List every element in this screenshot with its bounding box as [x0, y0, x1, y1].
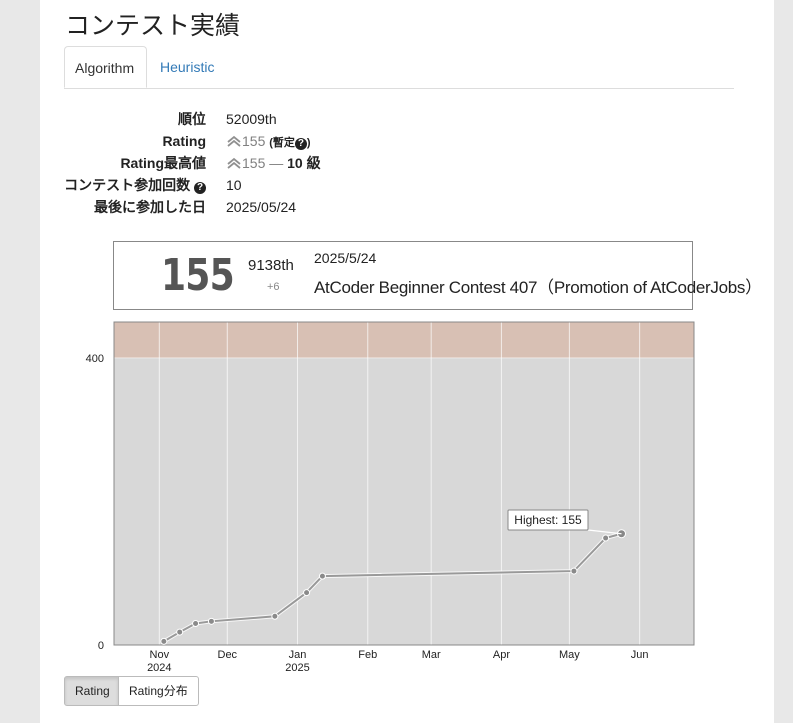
plot-frame — [113, 321, 695, 646]
highest-label: Rating最高値 — [120, 155, 206, 171]
x-tick-label-3: Feb — [358, 649, 377, 661]
x-tick-label-7: Jun — [631, 649, 649, 661]
card-date: 2025/5/24 — [314, 250, 377, 266]
stats-row-rank: 順位 52009th — [40, 108, 440, 130]
y-tick-label-1: 400 — [86, 353, 104, 365]
rank-value: 52009th — [226, 111, 277, 127]
x-tick-label-4: Mar — [422, 649, 441, 661]
data-point-4 — [271, 612, 279, 620]
x-tick-label-6: May — [559, 649, 580, 661]
stats-row-highest: Rating最高値 155 — 10 級 — [40, 152, 440, 174]
rating-distribution-button[interactable]: Rating分布 — [118, 676, 199, 706]
data-point-8 — [602, 534, 610, 542]
provisional-label: 暫定 — [272, 137, 295, 149]
x-tick-label-5: Apr — [493, 649, 510, 661]
data-point-3 — [207, 617, 215, 625]
annotation-box — [507, 509, 589, 531]
data-point-0 — [160, 637, 168, 645]
highest-dash: — — [269, 155, 284, 171]
stats-row-last: 最後に参加した日 2025/05/24 — [40, 196, 440, 218]
rating-label: Rating — [162, 133, 206, 149]
count-label-cell: コンテスト参加回数 ? — [40, 174, 206, 196]
data-point-6 — [318, 572, 326, 580]
rating-band-0 — [114, 357, 694, 645]
contest-detail-card: 155 9138th +6 2025/5/24 AtCoder Beginner… — [113, 241, 762, 310]
double-chevron-up-icon — [227, 135, 241, 147]
count-label: コンテスト参加回数 — [64, 177, 191, 193]
provisional-note: (暫定?) — [269, 137, 311, 150]
annotation-label: Highest: 155 — [514, 513, 582, 527]
x-tick-label-1: Dec — [218, 649, 238, 661]
x-tick-label-0: Nov — [150, 649, 170, 661]
card-rating: 155 — [161, 250, 235, 301]
data-point-7 — [570, 567, 578, 575]
question-circle-icon[interactable]: ? — [194, 182, 206, 194]
rating-band-1 — [114, 322, 694, 358]
data-point-5 — [303, 589, 311, 597]
page: コンテスト実績 Algorithm Heuristic 順位 52009th R… — [40, 0, 774, 723]
y-tick-label-0: 0 — [98, 640, 104, 652]
tab-algorithm[interactable]: Algorithm — [64, 46, 147, 88]
card-place: 9138th — [248, 257, 294, 274]
contest-type-tabs: Algorithm Heuristic — [64, 46, 734, 89]
rating-button[interactable]: Rating — [64, 676, 119, 706]
double-chevron-up-icon — [227, 157, 241, 169]
data-point-2 — [192, 619, 200, 627]
highest-value-cell: 155 — 10 級 — [226, 152, 321, 174]
card-diff: +6 — [267, 281, 280, 293]
rating-value: 155 — [242, 133, 266, 149]
highest-value: 155 — [242, 155, 266, 171]
x-tick-label-2: Jan — [289, 649, 307, 661]
card-contest-name[interactable]: AtCoder Beginner Contest 407（Promotion o… — [314, 278, 762, 297]
series-line-0 — [163, 532, 622, 643]
x-tick-sublabel-0: 2024 — [147, 662, 171, 674]
rank-label: 順位 — [178, 111, 206, 127]
highest-kyu: 10 級 — [287, 155, 321, 171]
rating-value-cell: 155 (暫定?) — [226, 130, 311, 154]
stats-row-count: コンテスト参加回数 ? 10 — [40, 174, 440, 196]
last-label: 最後に参加した日 — [94, 199, 206, 215]
tab-heuristic[interactable]: Heuristic — [160, 59, 215, 75]
data-point-1 — [176, 628, 184, 636]
x-tick-sublabel-2: 2025 — [285, 662, 309, 674]
count-value: 10 — [226, 177, 242, 193]
last-value: 2025/05/24 — [226, 199, 297, 215]
question-circle-icon[interactable]: ? — [294, 138, 307, 150]
annotation-pointer — [587, 529, 622, 535]
page-title: コンテスト実績 — [65, 12, 241, 40]
stats-row-rating: Rating 155 (暫定?) — [40, 130, 440, 152]
